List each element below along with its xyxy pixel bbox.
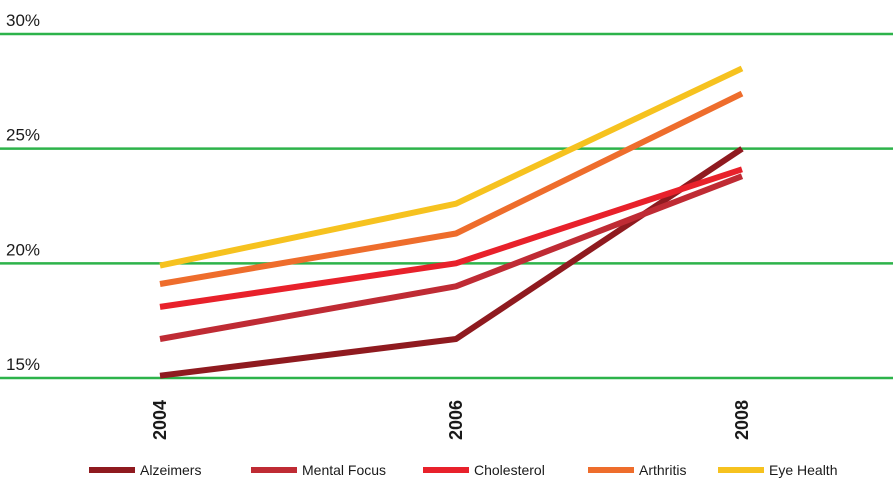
x-tick-label-2004: 2004 [150, 400, 170, 440]
legend-label-mental-focus: Mental Focus [302, 462, 386, 478]
series-line-eye-health [159, 65, 744, 269]
y-tick-label-25pct: 25% [6, 126, 40, 145]
series-lines [159, 65, 744, 379]
series-line-arthritis [159, 90, 744, 287]
legend-label-eye-health: Eye Health [769, 462, 837, 478]
legend-swatch-alzeimers [89, 467, 135, 473]
legend-swatch-eye-health [718, 467, 764, 473]
x-tick-label-2008: 2008 [732, 400, 752, 440]
y-tick-label-30pct: 30% [6, 11, 40, 30]
legend-swatch-cholesterol [423, 467, 469, 473]
x-tick-label-2006: 2006 [446, 400, 466, 440]
x-axis-ticks: 2004 2006 2008 [150, 400, 752, 440]
legend-swatch-mental-focus [251, 467, 297, 473]
legend-label-arthritis: Arthritis [639, 462, 686, 478]
series-line-cholesterol [159, 166, 743, 310]
legend: Alzeimers Mental Focus Cholesterol Arthriti… [89, 462, 837, 478]
series-line-mental-focus [159, 173, 744, 342]
y-tick-label-15pct: 15% [6, 355, 40, 374]
legend-label-cholesterol: Cholesterol [474, 462, 545, 478]
grid-lines [0, 32, 893, 380]
legend-label-alzeimers: Alzeimers [140, 462, 201, 478]
y-axis-ticks: 15% 20% 25% 30% [6, 11, 40, 374]
y-tick-label-20pct: 20% [6, 240, 40, 259]
legend-swatch-arthritis [588, 467, 634, 473]
